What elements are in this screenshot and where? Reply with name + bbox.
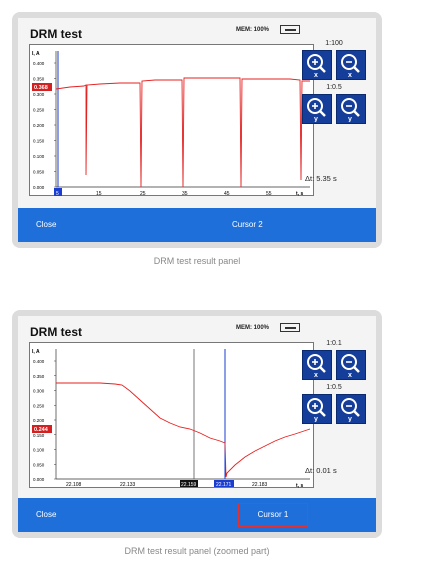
bottom-action-bar: Close Cursor 2 — [18, 208, 376, 242]
cursor-marker[interactable] — [54, 188, 62, 196]
y-tick: 0.300 — [33, 92, 45, 97]
x-tick: 55 — [266, 191, 272, 197]
cursor-button[interactable]: Cursor 2 — [232, 220, 263, 229]
zoom-x-ratio: 1:0.1 — [326, 340, 342, 347]
cursor-value: 0.368 — [34, 85, 48, 91]
y-tick: 0.000 — [33, 185, 45, 190]
x-tick: 22.183 — [252, 482, 268, 488]
svg-text:x: x — [314, 372, 318, 378]
x-tick: 35 — [182, 191, 188, 197]
screen-title: DRM test — [30, 27, 83, 41]
cursor-1-marker[interactable] — [214, 480, 234, 487]
current-plot-zoomed[interactable]: I, A 0.400 0.350 0.300 0.250 0.200 0.150 0.100… — [29, 342, 314, 489]
current-trace — [55, 77, 310, 188]
cursor-value: 0.244 — [34, 427, 49, 433]
y-tick: 0.050 — [33, 170, 45, 175]
zoom-out-y-icon: y — [341, 98, 360, 122]
zoom-x-ratio: 1:100 — [325, 40, 343, 47]
zoom-y-ratio: 1:0.5 — [326, 84, 342, 91]
y-axis-label: I, A — [32, 349, 40, 355]
screen-title: DRM test — [30, 325, 83, 339]
zoom-y-ratio: 1:0.5 — [326, 384, 342, 391]
y-tick: 0.400 — [33, 359, 45, 364]
device-screen: DRM test MEM: 100% I, A 0.400 0.350 0.300 0… — [18, 18, 376, 242]
caption-panel-2: DRM test result panel (zoomed part) — [124, 546, 270, 556]
caption-panel-1: DRM test result panel — [153, 256, 241, 266]
x-axis-label: t, s — [296, 483, 303, 489]
x-tick: 22.133 — [120, 482, 136, 488]
cursor-button-highlighted[interactable]: Cursor 1 — [238, 503, 308, 527]
y-tick: 0.200 — [33, 123, 45, 128]
plot-canvas: I, A 0.400 0.350 0.300 0.250 0.200 0.150 0.100… — [32, 349, 311, 489]
close-button[interactable]: Close — [36, 510, 57, 519]
zoom-in-y-icon: y — [307, 98, 326, 122]
cursor-marker-label: 5 — [56, 191, 59, 197]
zoom-out-x-button[interactable]: x — [336, 350, 366, 380]
current-trace — [56, 382, 311, 478]
x-tick: 22.171 — [216, 482, 232, 488]
y-tick: 0.050 — [33, 462, 45, 467]
zoom-in-y-button[interactable]: y — [302, 94, 332, 124]
bottom-action-bar: Close Cursor 1 — [18, 498, 376, 532]
zoom-out-x-button[interactable]: x — [336, 50, 366, 80]
zoom-in-y-icon: y — [307, 398, 326, 422]
svg-text:y: y — [348, 416, 352, 422]
current-plot[interactable]: I, A 0.400 0.350 0.300 0.250 0.200 0.150 0.100… — [29, 44, 314, 197]
y-tick: 0.000 — [33, 477, 45, 482]
zoom-in-x-button[interactable]: x — [302, 350, 332, 380]
delta-time: Δt: 0.01 s — [305, 466, 337, 475]
y-tick: 0.300 — [33, 389, 45, 394]
drm-test-device-panel-1: DRM test MEM: 100% I, A 0.400 0.350 0.300 0… — [12, 12, 382, 248]
battery-icon — [280, 25, 300, 34]
x-tick: 22.108 — [66, 482, 82, 488]
battery-icon — [280, 323, 300, 332]
y-tick: 0.400 — [33, 61, 45, 66]
memory-indicator: MEM: 100% — [236, 27, 270, 33]
zoom-in-y-button[interactable]: y — [302, 394, 332, 424]
x-tick: 45 — [224, 191, 230, 197]
svg-text:x: x — [348, 372, 352, 378]
device-screen: DRM test MEM: 100% I, A 0.400 0.350 0.300 0… — [18, 316, 376, 532]
memory-indicator: MEM: 100% — [236, 325, 270, 331]
y-tick: 0.250 — [33, 403, 45, 408]
svg-text:x: x — [314, 72, 318, 78]
y-tick: 0.200 — [33, 418, 45, 423]
svg-text:y: y — [314, 116, 318, 122]
zoom-controls: 1:100 x x 1:0.5 — [302, 40, 376, 156]
zoom-out-x-icon: x — [341, 54, 360, 78]
x-tick: 15 — [96, 191, 102, 197]
plot-canvas: I, A 0.400 0.350 0.300 0.250 0.200 0.150 0.100… — [32, 51, 310, 197]
y-tick: 0.150 — [33, 139, 45, 144]
svg-text:x: x — [348, 72, 352, 78]
zoom-out-y-button[interactable]: y — [336, 94, 366, 124]
zoom-out-y-button[interactable]: y — [336, 394, 366, 424]
x-tick: 22.159 — [181, 482, 197, 488]
zoom-out-y-icon: y — [341, 398, 360, 422]
y-tick: 0.250 — [33, 108, 45, 113]
cursor-value-box — [32, 425, 52, 433]
y-tick: 0.100 — [33, 448, 45, 453]
drm-test-device-panel-2: DRM test MEM: 100% I, A 0.400 0.350 0.300 0… — [12, 310, 382, 538]
y-tick: 0.100 — [33, 154, 45, 159]
x-axis-label: t, s — [296, 191, 303, 197]
zoom-in-x-icon: x — [307, 354, 326, 378]
zoom-in-x-icon: x — [307, 54, 326, 78]
cursor-value-box — [32, 83, 52, 91]
zoom-controls: 1:0.1 x x 1:0.5 — [302, 340, 376, 454]
zoom-in-x-button[interactable]: x — [302, 50, 332, 80]
x-tick: 25 — [140, 191, 146, 197]
close-button[interactable]: Close — [36, 220, 57, 229]
y-tick: 0.150 — [33, 433, 45, 438]
delta-time: Δt: 5.35 s — [305, 174, 337, 183]
y-axis-label: I, A — [32, 51, 40, 57]
cursor-2-marker[interactable] — [180, 480, 198, 487]
svg-text:y: y — [314, 416, 318, 422]
y-tick: 0.350 — [33, 77, 45, 82]
svg-text:y: y — [348, 116, 352, 122]
y-tick: 0.350 — [33, 374, 45, 379]
zoom-out-x-icon: x — [341, 354, 360, 378]
